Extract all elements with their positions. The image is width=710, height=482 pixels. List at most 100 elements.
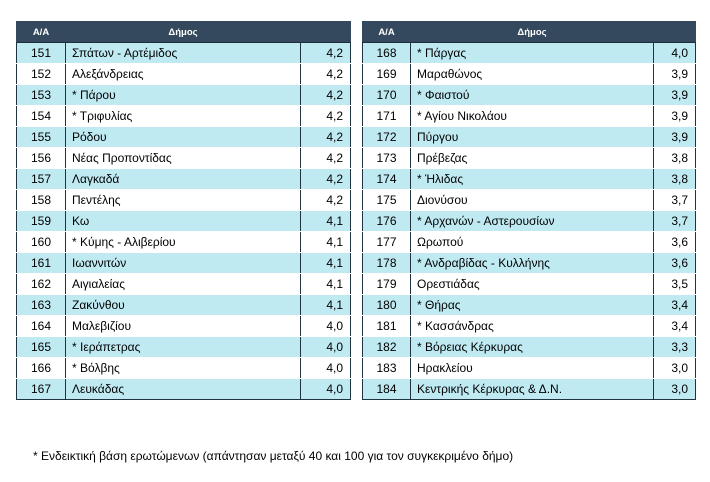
- municipality-name: Λευκάδας: [65, 378, 301, 400]
- score-value: 4,0: [300, 336, 351, 358]
- rank-number: 166: [16, 357, 66, 379]
- ranking-table-right: Α/Α Δήμος 168 * Πάργας 4,0 169 Μαραθώνος 3,9 1…: [362, 21, 696, 400]
- municipality-name: Πεντέλης: [65, 189, 301, 211]
- table-row: 182 * Βόρειας Κέρκυρας 3,3: [362, 336, 696, 358]
- rank-number: 159: [16, 210, 66, 232]
- municipality-name: * Πάρου: [65, 84, 301, 106]
- table-row: 171 * Αγίου Νικολάου 3,9: [362, 105, 696, 127]
- score-value: 4,0: [300, 357, 351, 379]
- rank-number: 163: [16, 294, 66, 316]
- score-value: 3,4: [653, 315, 696, 337]
- municipality-name: * Κασσάνδρας: [410, 315, 654, 337]
- score-value: 4,2: [300, 84, 351, 106]
- score-value: 4,0: [300, 315, 351, 337]
- rank-number: 177: [362, 231, 411, 253]
- municipality-name: Αλεξάνδρειας: [65, 63, 301, 85]
- table-row: 163 Ζακύνθου 4,1: [16, 294, 351, 316]
- score-value: 3,9: [653, 126, 696, 148]
- score-value: 3,5: [653, 273, 696, 295]
- score-value: 4,2: [300, 63, 351, 85]
- rank-number: 156: [16, 147, 66, 169]
- rank-number: 153: [16, 84, 66, 106]
- column-header-municipality: Δήμος: [65, 21, 301, 43]
- municipality-name: Αιγιαλείας: [65, 273, 301, 295]
- column-header-value: [300, 21, 351, 43]
- table-row: 179 Ορεστιάδας 3,5: [362, 273, 696, 295]
- municipality-name: * Ήλιδας: [410, 168, 654, 190]
- rank-number: 183: [362, 357, 411, 379]
- score-value: 3,9: [653, 63, 696, 85]
- rank-number: 181: [362, 315, 411, 337]
- table-row: 181 * Κασσάνδρας 3,4: [362, 315, 696, 337]
- score-value: 4,1: [300, 231, 351, 253]
- municipality-name: Λαγκαδά: [65, 168, 301, 190]
- table-row: 184 Κεντρικής Κέρκυρας & Δ.Ν. 3,0: [362, 378, 696, 400]
- municipality-name: * Τριφυλίας: [65, 105, 301, 127]
- table-row: 168 * Πάργας 4,0: [362, 42, 696, 64]
- score-value: 3,9: [653, 84, 696, 106]
- municipality-name: Μαλεβιζίου: [65, 315, 301, 337]
- table-row: 166 * Βόλβης 4,0: [16, 357, 351, 379]
- rank-number: 167: [16, 378, 66, 400]
- table-row: 159 Κω 4,1: [16, 210, 351, 232]
- table-row: 183 Ηρακλείου 3,0: [362, 357, 696, 379]
- table-row: 169 Μαραθώνος 3,9: [362, 63, 696, 85]
- score-value: 4,2: [300, 168, 351, 190]
- municipality-name: Πύργου: [410, 126, 654, 148]
- rank-number: 169: [362, 63, 411, 85]
- score-value: 3,6: [653, 231, 696, 253]
- score-value: 4,0: [300, 378, 351, 400]
- table-row: 173 Πρέβεζας 3,8: [362, 147, 696, 169]
- municipality-name: * Αρχανών - Αστερουσίων: [410, 210, 654, 232]
- rank-number: 180: [362, 294, 411, 316]
- rank-number: 158: [16, 189, 66, 211]
- score-value: 4,1: [300, 273, 351, 295]
- table-row: 154 * Τριφυλίας 4,2: [16, 105, 351, 127]
- score-value: 3,8: [653, 168, 696, 190]
- table-header-row: Α/Α Δήμος: [16, 21, 351, 43]
- rank-number: 168: [362, 42, 411, 64]
- score-value: 3,9: [653, 105, 696, 127]
- column-header-municipality: Δήμος: [410, 21, 654, 43]
- column-header-value: [653, 21, 696, 43]
- column-header-number: Α/Α: [16, 21, 66, 43]
- rank-number: 171: [362, 105, 411, 127]
- table-row: 178 * Ανδραβίδας - Κυλλήνης 3,6: [362, 252, 696, 274]
- rank-number: 154: [16, 105, 66, 127]
- score-value: 3,3: [653, 336, 696, 358]
- rank-number: 157: [16, 168, 66, 190]
- table-row: 157 Λαγκαδά 4,2: [16, 168, 351, 190]
- table-row: 153 * Πάρου 4,2: [16, 84, 351, 106]
- municipality-name: * Θήρας: [410, 294, 654, 316]
- table-row: 162 Αιγιαλείας 4,1: [16, 273, 351, 295]
- municipality-name: Σπάτων - Αρτέμιδος: [65, 42, 301, 64]
- rank-number: 160: [16, 231, 66, 253]
- rank-number: 172: [362, 126, 411, 148]
- municipality-name: Ορεστιάδας: [410, 273, 654, 295]
- rank-number: 164: [16, 315, 66, 337]
- table-row: 167 Λευκάδας 4,0: [16, 378, 351, 400]
- score-value: 3,4: [653, 294, 696, 316]
- ranking-table-right-body: 168 * Πάργας 4,0 169 Μαραθώνος 3,9 170 * Φαιστο…: [362, 42, 696, 400]
- table-row: 160 * Κύμης - Αλιβερίου 4,1: [16, 231, 351, 253]
- column-header-number: Α/Α: [362, 21, 411, 43]
- score-value: 3,7: [653, 210, 696, 232]
- municipality-name: * Ανδραβίδας - Κυλλήνης: [410, 252, 654, 274]
- ranking-table-left: Α/Α Δήμος 151 Σπάτων - Αρτέμιδος 4,2 152 Αλε…: [16, 21, 351, 400]
- municipality-name: Διονύσου: [410, 189, 654, 211]
- municipality-name: * Φαιστού: [410, 84, 654, 106]
- table-row: 152 Αλεξάνδρειας 4,2: [16, 63, 351, 85]
- table-row: 172 Πύργου 3,9: [362, 126, 696, 148]
- table-row: 151 Σπάτων - Αρτέμιδος 4,2: [16, 42, 351, 64]
- municipality-name: Ζακύνθου: [65, 294, 301, 316]
- municipality-name: * Κύμης - Αλιβερίου: [65, 231, 301, 253]
- municipality-name: * Αγίου Νικολάου: [410, 105, 654, 127]
- municipality-name: Νέας Προποντίδας: [65, 147, 301, 169]
- table-row: 158 Πεντέλης 4,2: [16, 189, 351, 211]
- rank-number: 175: [362, 189, 411, 211]
- rank-number: 178: [362, 252, 411, 274]
- score-value: 4,2: [300, 105, 351, 127]
- score-value: 4,2: [300, 189, 351, 211]
- score-value: 4,2: [300, 147, 351, 169]
- table-row: 161 Ιωαννιτών 4,1: [16, 252, 351, 274]
